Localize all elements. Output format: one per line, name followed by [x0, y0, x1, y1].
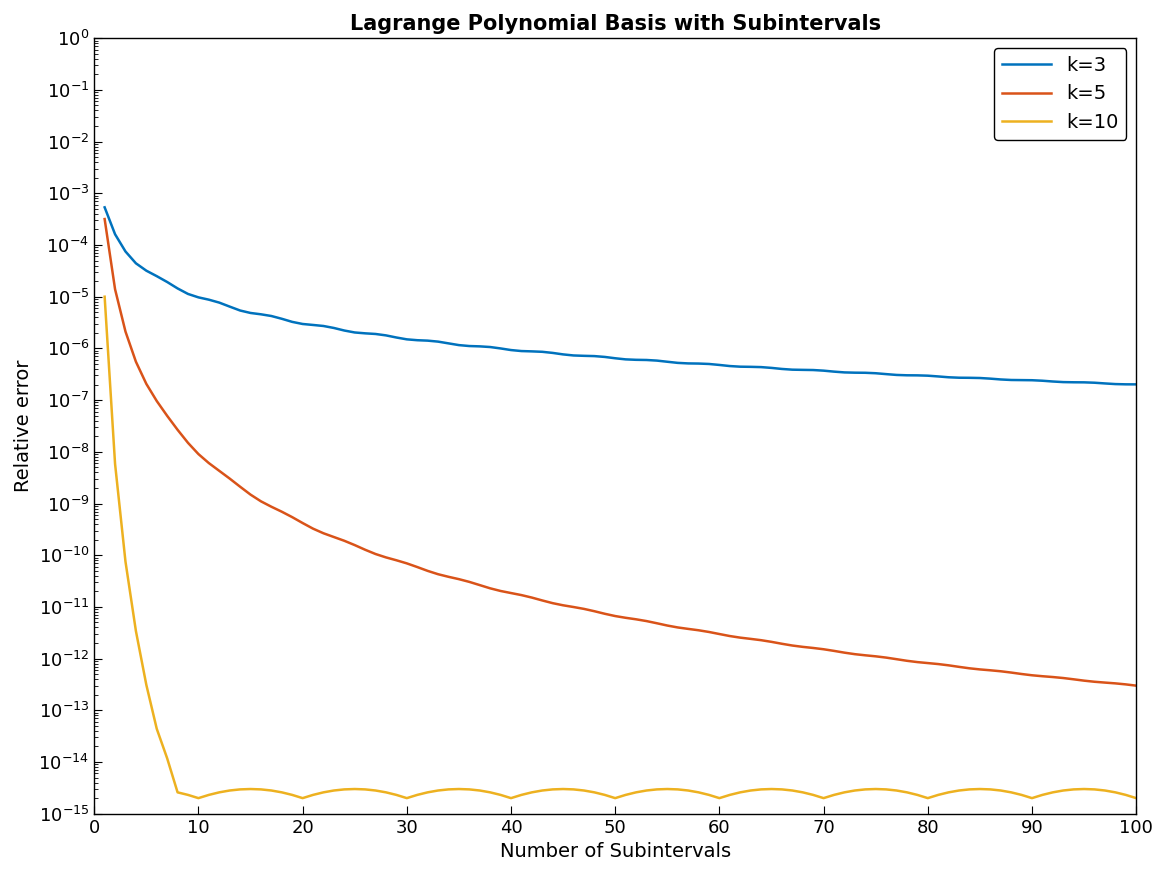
k=10 [1056, 785, 1070, 795]
k=10 [191, 793, 205, 803]
Y-axis label: Relative error: Relative error [14, 360, 33, 493]
k=3 [1130, 379, 1144, 389]
k=5 [1046, 672, 1060, 682]
Legend: k=3, k=5, k=10: k=3, k=5, k=10 [994, 48, 1126, 140]
k=5 [337, 536, 351, 546]
k=5 [712, 629, 726, 640]
X-axis label: Number of Subintervals: Number of Subintervals [499, 842, 731, 861]
k=3 [337, 326, 351, 336]
k=3 [629, 354, 643, 365]
k=5 [295, 518, 309, 528]
Title: Lagrange Polynomial Basis with Subintervals: Lagrange Polynomial Basis with Subinterv… [350, 14, 881, 34]
k=5 [629, 614, 643, 625]
k=10 [1130, 793, 1144, 803]
k=10 [306, 789, 320, 800]
k=10 [98, 291, 112, 302]
k=10 [1088, 784, 1102, 794]
k=3 [295, 318, 309, 329]
k=10 [722, 789, 736, 800]
k=5 [98, 214, 112, 224]
k=3 [98, 202, 112, 213]
Line: k=3: k=3 [105, 207, 1137, 384]
k=5 [1077, 676, 1091, 686]
k=5 [1130, 681, 1144, 691]
k=10 [640, 785, 654, 795]
k=3 [1077, 377, 1091, 388]
Line: k=5: k=5 [105, 219, 1137, 686]
k=3 [712, 360, 726, 370]
Line: k=10: k=10 [105, 297, 1137, 798]
k=10 [348, 784, 362, 794]
k=3 [1046, 376, 1060, 387]
